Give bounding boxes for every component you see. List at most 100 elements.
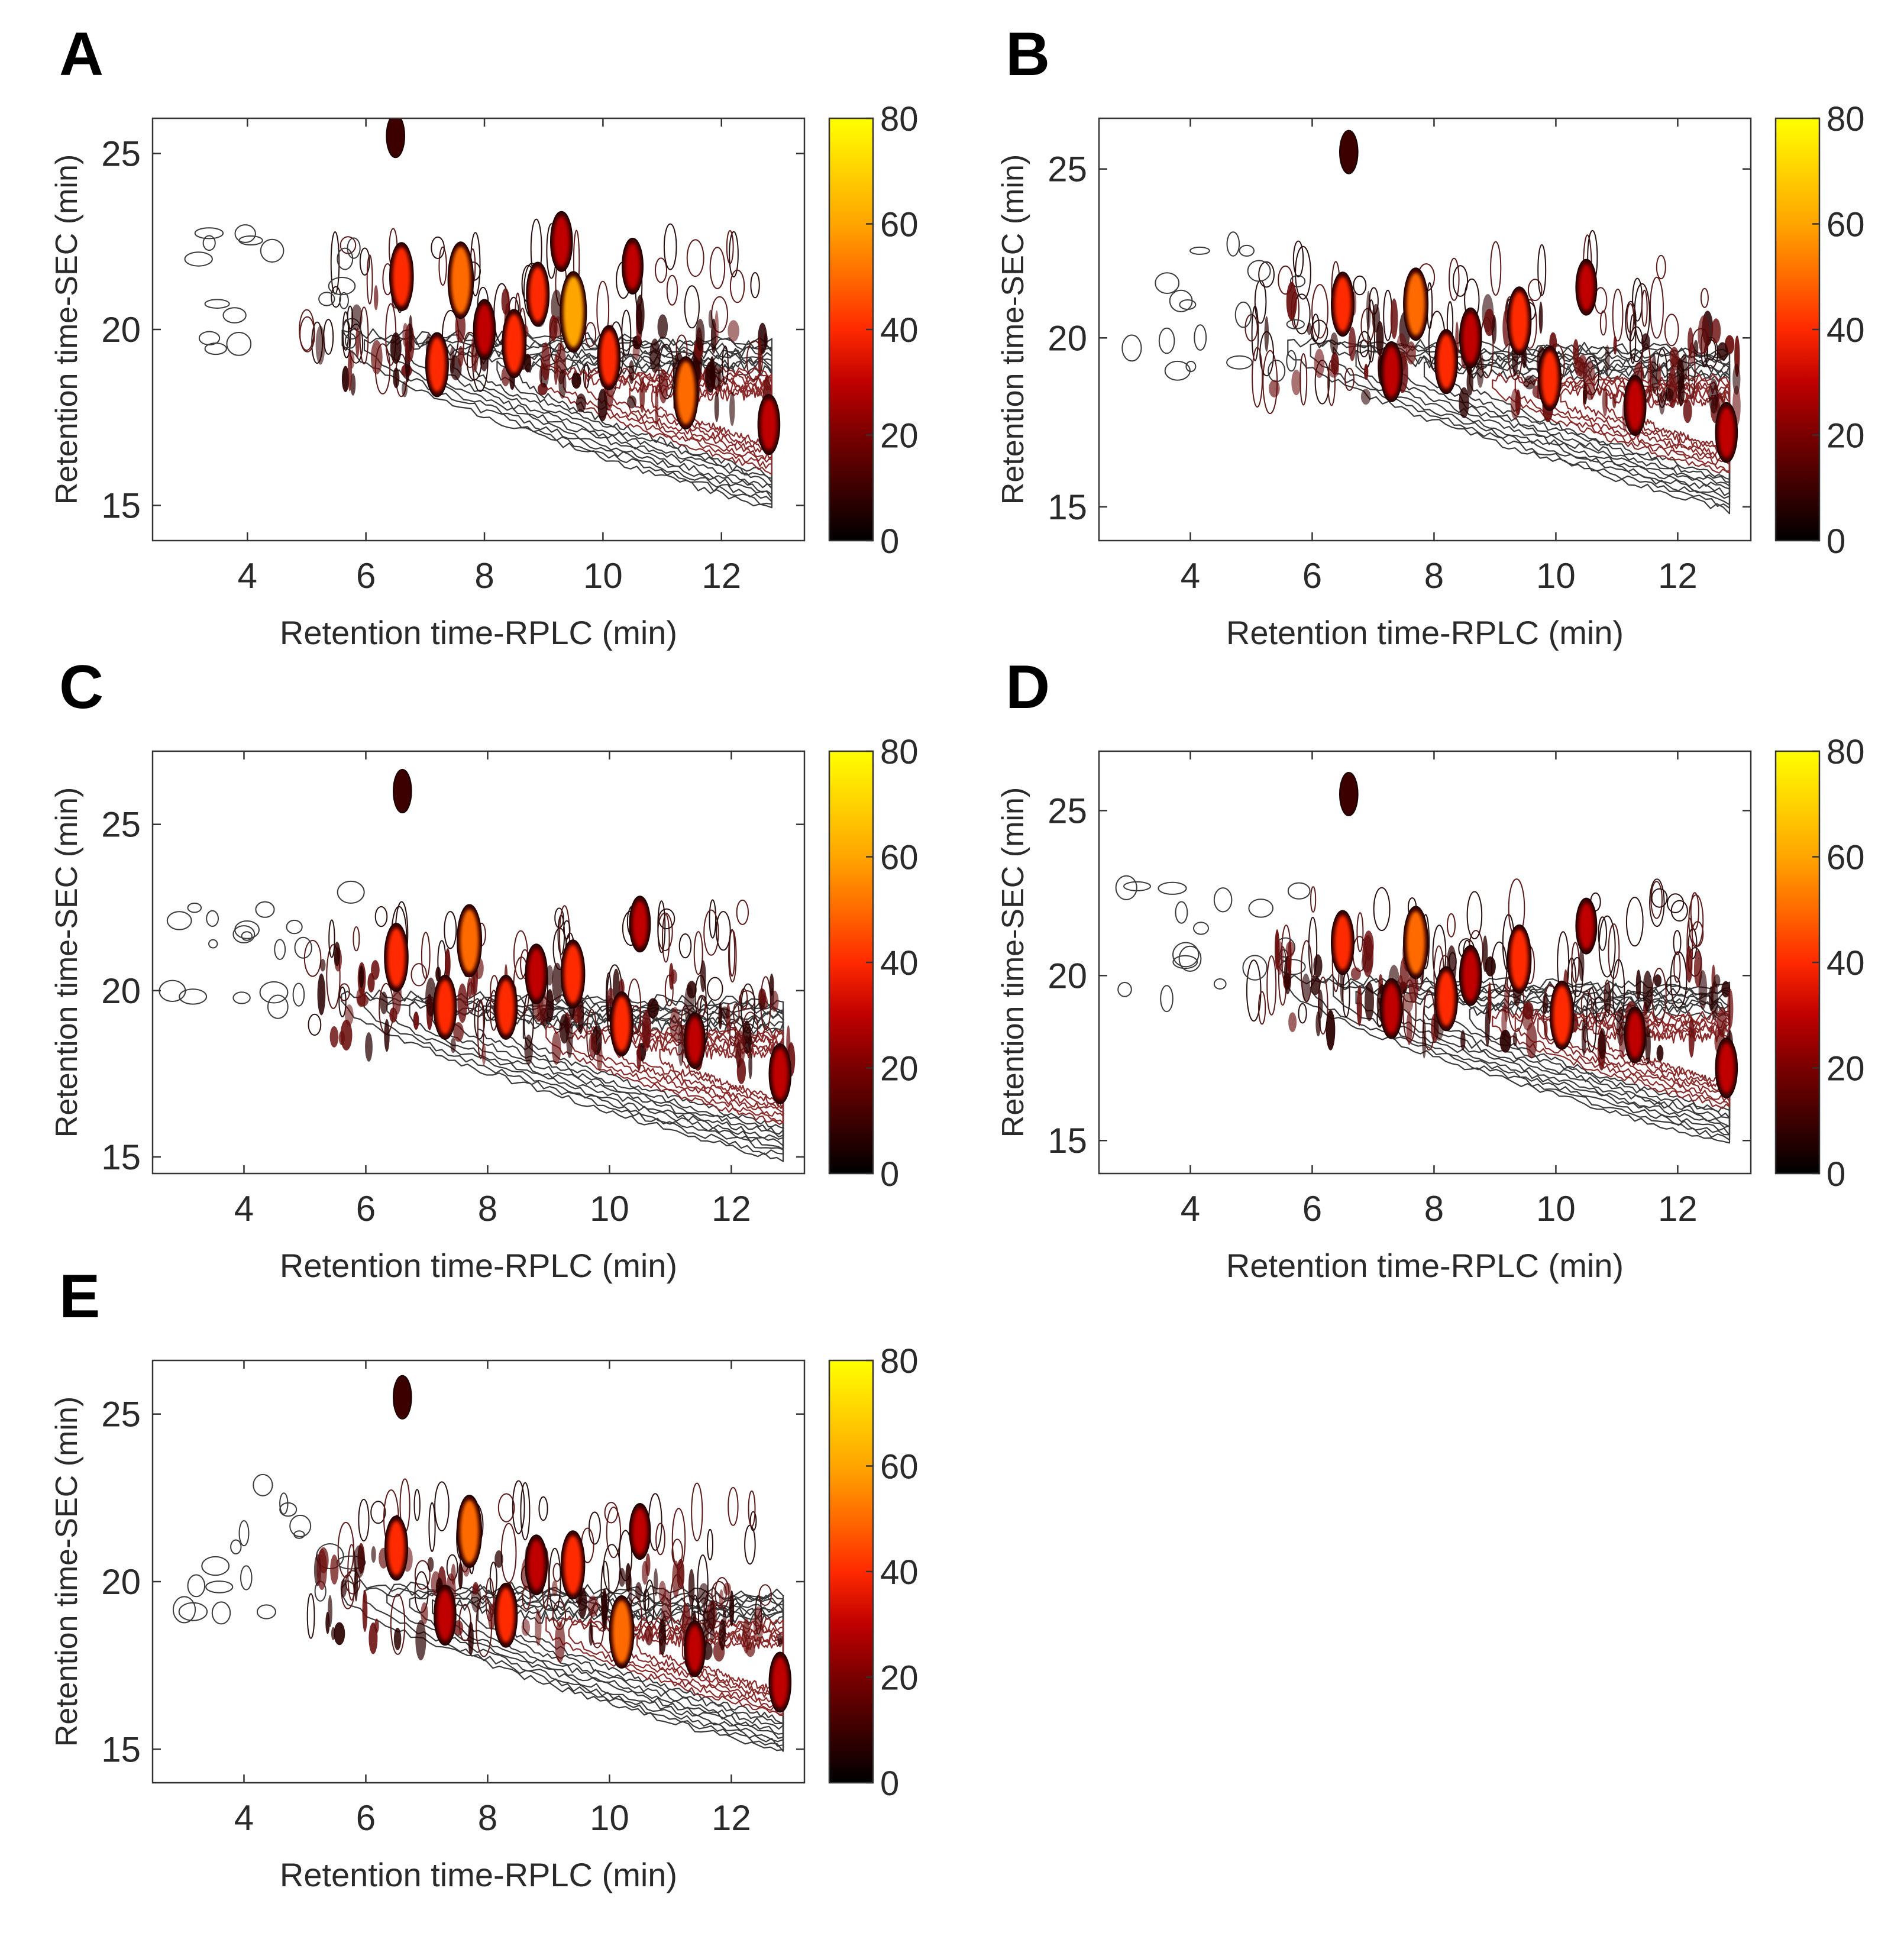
- contour-ring: [410, 963, 427, 987]
- y-tick-label: 15: [1048, 1121, 1087, 1161]
- intensity-blob: [642, 1560, 648, 1585]
- peak: [563, 276, 584, 348]
- colorbar-tick-label: 0: [880, 1764, 899, 1803]
- contour-ring: [707, 1528, 713, 1560]
- panel-a: A 4 6 8 10 12 15 20 25 Retention time-RPLC (min) R…: [35, 24, 946, 651]
- contour-ring: [1580, 991, 1592, 1018]
- contour-ring: [279, 1492, 289, 1515]
- intensity-blob: [524, 1035, 533, 1065]
- contour-ring: [658, 908, 675, 930]
- intensity-blob: [700, 960, 706, 993]
- contour-ring: [1123, 881, 1151, 891]
- colorbar-tick-label: 40: [1827, 944, 1865, 982]
- intensity-blob: [628, 360, 635, 384]
- intensity-blob: [362, 1590, 368, 1633]
- contour-ring: [663, 223, 677, 270]
- peak: [1438, 971, 1454, 1026]
- contour-ring: [1286, 319, 1305, 329]
- intensity-blob: [554, 1621, 565, 1663]
- contour-ring: [222, 307, 247, 324]
- colorbar-tick-label: 0: [880, 522, 899, 561]
- contour-ring: [728, 1487, 739, 1526]
- contour-ring: [736, 899, 749, 925]
- contour-ring: [1356, 912, 1364, 952]
- colorbar-tick-label: 20: [1827, 417, 1865, 455]
- intensity-blob: [1711, 318, 1721, 344]
- contour-ring: [709, 247, 726, 289]
- y-axis-label: Retention time-SEC (min): [996, 154, 1030, 505]
- contour-line: [568, 1620, 784, 1715]
- colorbar-tick-label: 80: [1827, 733, 1865, 771]
- x-tick-label: 4: [238, 556, 257, 596]
- peak: [687, 1625, 703, 1672]
- contour-chart: 4 6 8 10 12 15 20 25 Retention time-RPLC (min) Re…: [996, 100, 1865, 651]
- contour-ring: [604, 1502, 618, 1524]
- contour-ring: [1308, 916, 1318, 977]
- intensity-blob: [686, 981, 697, 998]
- intensity-blob: [351, 304, 363, 331]
- peak: [387, 928, 405, 987]
- contour-ring: [1258, 261, 1275, 288]
- contour-ring: [358, 1498, 370, 1542]
- contour-ring: [339, 292, 349, 309]
- peak: [529, 267, 547, 322]
- contour-ring: [328, 277, 356, 296]
- contour-ring: [477, 999, 484, 1059]
- intensity-blob: [1362, 935, 1374, 977]
- intensity-blob: [1522, 1001, 1534, 1020]
- contour-ring: [729, 1022, 736, 1046]
- intensity-blob: [777, 1634, 783, 1647]
- intensity-blob: [1542, 994, 1549, 1014]
- contour-ring: [729, 269, 745, 303]
- intensity-blob: [1714, 974, 1721, 988]
- contour-ring: [414, 1560, 431, 1590]
- contour-ring: [1625, 897, 1644, 947]
- intensity-blob: [494, 1550, 503, 1568]
- colorbar-tick-label: 40: [880, 311, 919, 350]
- contour-ring: [686, 239, 704, 277]
- intensity-blob: [1264, 316, 1269, 352]
- intensity-blob: [1476, 351, 1484, 388]
- x-tick-label: 8: [1424, 1189, 1444, 1229]
- intensity-blob: [1524, 375, 1536, 390]
- intensity-blob: [720, 1006, 730, 1020]
- intensity-blob: [524, 354, 532, 373]
- contour-ring: [707, 977, 723, 1001]
- peak: [632, 901, 648, 948]
- x-tick-label: 12: [712, 1798, 751, 1838]
- intensity-blob: [551, 289, 563, 324]
- y-tick-label: 25: [1048, 791, 1087, 830]
- colorbar-tick-label: 60: [1827, 206, 1865, 244]
- colorbar-tick-label: 40: [1827, 311, 1865, 350]
- contour-ring: [289, 1514, 312, 1537]
- contour-ring: [1353, 275, 1367, 296]
- intensity-blob: [1677, 375, 1685, 406]
- contour-ring: [1344, 367, 1355, 391]
- intensity-blob: [1364, 364, 1369, 380]
- intensity-blob: [317, 973, 326, 1016]
- peak: [772, 1657, 788, 1708]
- contour-ring: [1650, 881, 1663, 919]
- peak: [612, 1601, 631, 1663]
- contour-ring: [1278, 265, 1294, 295]
- peak: [1718, 1043, 1735, 1093]
- y-tick-label: 15: [101, 1730, 141, 1769]
- intensity-blob: [636, 1044, 641, 1072]
- contour-ring: [1254, 280, 1267, 324]
- contour-ring: [274, 939, 286, 961]
- contour-ring: [697, 994, 707, 1017]
- intensity-blob: [473, 1582, 479, 1595]
- contour-ring: [1234, 301, 1252, 328]
- contour-ring: [1690, 892, 1699, 930]
- contour-ring: [438, 246, 447, 286]
- x-tick-label: 6: [356, 556, 376, 596]
- contour-ring: [1650, 276, 1664, 339]
- contour-ring: [1239, 244, 1255, 257]
- y-tick-label: 25: [101, 134, 141, 174]
- intensity-blob: [618, 1567, 626, 1587]
- intensity-blob: [354, 1566, 358, 1602]
- intensity-blob: [1348, 327, 1356, 361]
- panel-b: B 4 6 8 10 12 15 20 25 Retention time-RPLC (min) R…: [982, 24, 1893, 651]
- y-tick-label: 20: [101, 971, 141, 1011]
- contour-ring: [256, 1604, 276, 1620]
